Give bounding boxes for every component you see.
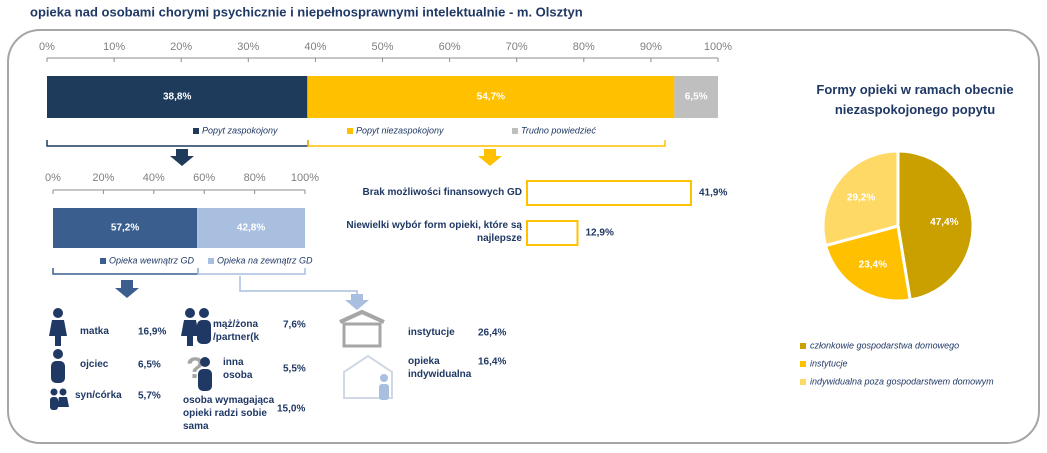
care-label: ojciec: [80, 359, 109, 370]
value-label: 12,9%: [585, 228, 613, 239]
brace: [46, 140, 309, 147]
page-title: opieka nad osobami chorymi psychicznie i…: [30, 4, 583, 19]
legend-swatch: [800, 343, 806, 349]
x-tick-label: 60%: [439, 41, 461, 53]
arrow: [345, 294, 369, 310]
value-label: 6,5%: [685, 92, 708, 103]
legend-swatch: [208, 258, 214, 264]
x-tick-label: 90%: [640, 41, 662, 53]
legend-label: Popyt niezaspokojony: [356, 125, 444, 135]
arrow: [170, 149, 194, 166]
category-label: Niewielki wybór form opieki, które są na…: [346, 220, 522, 244]
legend-swatch: [800, 379, 806, 385]
value-label: 38,8%: [163, 92, 191, 103]
care-label: osoba wymagająca opieki radzi sobie sama: [183, 395, 275, 432]
connector: [239, 276, 358, 296]
value-label: 29,2%: [847, 192, 875, 203]
pie-title: Formy opieki w ramach obecnie niezaspoko…: [816, 82, 1014, 117]
legend-swatch: [100, 258, 106, 264]
care-value: 16,9%: [138, 327, 166, 338]
x-tick-label: 100%: [291, 172, 319, 184]
care-label: inna osoba: [223, 357, 253, 381]
category-label: Brak możliwości finansowych GD: [362, 187, 522, 198]
x-tick-label: 80%: [244, 172, 266, 184]
brace: [52, 268, 199, 275]
legend-swatch: [800, 361, 806, 367]
care-label: matka: [80, 326, 109, 337]
legend-label: Opieka wewnątrz GD: [109, 255, 195, 265]
x-tick-label: 70%: [506, 41, 528, 53]
x-tick-label: 20%: [92, 172, 114, 184]
pie-title: Formy opieki w ramach obecnie niezaspoko…: [816, 82, 1014, 117]
legend-swatch: [347, 128, 353, 134]
value-label: 47,4%: [930, 217, 958, 228]
category-label: Brak możliwości finansowych GD: [362, 187, 522, 198]
bar-segment: [53, 208, 198, 248]
care-value: 5,5%: [283, 364, 306, 375]
x-tick-label: 50%: [371, 41, 393, 53]
bar-segment: [47, 76, 308, 118]
care-label: inna osoba: [223, 357, 253, 381]
value-label: 54,7%: [477, 92, 505, 103]
bar-segment: [307, 76, 675, 118]
legend-label: Trudno powiedzieć: [521, 125, 596, 135]
frame: [7, 29, 1040, 444]
value-label: 42,8%: [237, 223, 265, 234]
care-label: matka: [80, 326, 109, 337]
house-icons: [339, 309, 393, 400]
bar-segment: [674, 76, 718, 118]
x-tick-label: 30%: [237, 41, 259, 53]
arrow: [478, 149, 502, 166]
bar: [526, 220, 579, 246]
care-label: osoba wymagająca opieki radzi sobie sama: [183, 395, 275, 432]
care-value: 26,4%: [478, 328, 506, 339]
care-value: 15,0%: [277, 404, 305, 415]
care-value: 6,5%: [138, 360, 161, 371]
value-label: 23,4%: [859, 260, 887, 271]
pie-slice: [896, 149, 975, 302]
care-label: instytucje: [408, 327, 455, 338]
care-value: 7,6%: [283, 320, 306, 331]
icons: ?: [49, 308, 212, 410]
care-label: opieka indywidualna: [408, 356, 472, 380]
legend-swatch: [512, 128, 518, 134]
pie-slice: [821, 149, 900, 248]
care-label: ojciec: [80, 359, 109, 370]
care-value: 16,4%: [478, 357, 506, 368]
care-value: 5,7%: [138, 391, 161, 402]
arrow: [115, 280, 139, 298]
legend-label: członkowie gospodarstwa domowego: [810, 340, 959, 350]
x-tick-label: 40%: [143, 172, 165, 184]
legend-label: Popyt zaspokojony: [202, 125, 278, 135]
legend-label: indywidualna poza gospodarstwem domowym: [810, 376, 994, 386]
x-tick-label: 0%: [45, 172, 61, 184]
pie-slice: [823, 224, 912, 303]
x-tick-label: 100%: [704, 41, 732, 53]
care-label: mąż/żona /partner(k: [213, 319, 260, 343]
care-label: mąż/żona /partner(k: [213, 319, 260, 343]
brace: [197, 268, 306, 275]
x-tick-label: 20%: [170, 41, 192, 53]
x-tick-label: 60%: [193, 172, 215, 184]
x-tick-label: 0%: [39, 41, 55, 53]
x-tick-label: 80%: [573, 41, 595, 53]
value-label: 41,9%: [699, 188, 727, 199]
category-label: Niewielki wybór form opieki, które są na…: [346, 220, 522, 244]
legend-swatch: [193, 128, 199, 134]
legend-label: instytucje: [810, 358, 848, 368]
bar-segment: [197, 208, 305, 248]
bar: [526, 180, 692, 206]
value-label: 57,2%: [111, 223, 139, 234]
care-label: syn/córka: [75, 390, 122, 401]
care-label: instytucje: [408, 327, 455, 338]
x-tick-label: 10%: [103, 41, 125, 53]
x-tick-label: 40%: [304, 41, 326, 53]
care-label: syn/córka: [75, 390, 122, 401]
care-label: opieka indywidualna: [408, 356, 472, 380]
brace: [307, 140, 666, 147]
legend-label: Opieka na zewnątrz GD: [217, 255, 313, 265]
